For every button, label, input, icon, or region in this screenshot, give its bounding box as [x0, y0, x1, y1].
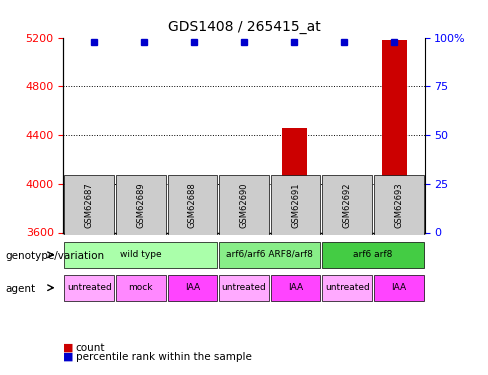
- Text: GSM62690: GSM62690: [240, 182, 248, 228]
- Text: untreated: untreated: [222, 283, 266, 292]
- Text: GSM62692: GSM62692: [343, 182, 352, 228]
- Text: percentile rank within the sample: percentile rank within the sample: [76, 352, 251, 362]
- Bar: [231, 188, 257, 232]
- Text: mock: mock: [128, 283, 153, 292]
- Text: genotype/variation: genotype/variation: [5, 251, 104, 261]
- Bar: [182, 231, 206, 232]
- FancyBboxPatch shape: [323, 275, 372, 300]
- Text: GSM62689: GSM62689: [136, 182, 145, 228]
- FancyBboxPatch shape: [64, 242, 217, 268]
- Text: GSM62693: GSM62693: [394, 182, 403, 228]
- Text: GSM62691: GSM62691: [291, 182, 300, 228]
- FancyBboxPatch shape: [116, 275, 165, 300]
- FancyBboxPatch shape: [271, 175, 320, 235]
- Text: count: count: [76, 343, 105, 352]
- Text: ■: ■: [63, 352, 74, 362]
- Text: arf6 arf8: arf6 arf8: [353, 250, 393, 259]
- FancyBboxPatch shape: [219, 175, 269, 235]
- FancyBboxPatch shape: [374, 175, 424, 235]
- Text: IAA: IAA: [185, 283, 200, 292]
- Text: wild type: wild type: [120, 250, 162, 259]
- FancyBboxPatch shape: [323, 175, 372, 235]
- Text: ■: ■: [63, 343, 74, 352]
- FancyBboxPatch shape: [168, 175, 217, 235]
- Text: untreated: untreated: [67, 283, 112, 292]
- FancyBboxPatch shape: [64, 275, 114, 300]
- Bar: [131, 213, 156, 232]
- FancyBboxPatch shape: [64, 175, 114, 235]
- Text: arf6/arf6 ARF8/arf8: arf6/arf6 ARF8/arf8: [226, 250, 313, 259]
- FancyBboxPatch shape: [323, 242, 424, 268]
- Bar: [282, 128, 306, 232]
- Text: IAA: IAA: [391, 283, 407, 292]
- FancyBboxPatch shape: [219, 242, 320, 268]
- FancyBboxPatch shape: [168, 275, 217, 300]
- Bar: [382, 40, 407, 232]
- Text: untreated: untreated: [325, 283, 369, 292]
- Text: GSM62688: GSM62688: [188, 182, 197, 228]
- FancyBboxPatch shape: [374, 275, 424, 300]
- Bar: [332, 183, 357, 232]
- Text: agent: agent: [5, 284, 35, 294]
- FancyBboxPatch shape: [219, 275, 269, 300]
- Text: GSM62687: GSM62687: [85, 182, 94, 228]
- Bar: [81, 186, 106, 232]
- Text: IAA: IAA: [288, 283, 303, 292]
- FancyBboxPatch shape: [116, 175, 165, 235]
- FancyBboxPatch shape: [271, 275, 320, 300]
- Title: GDS1408 / 265415_at: GDS1408 / 265415_at: [167, 20, 321, 34]
